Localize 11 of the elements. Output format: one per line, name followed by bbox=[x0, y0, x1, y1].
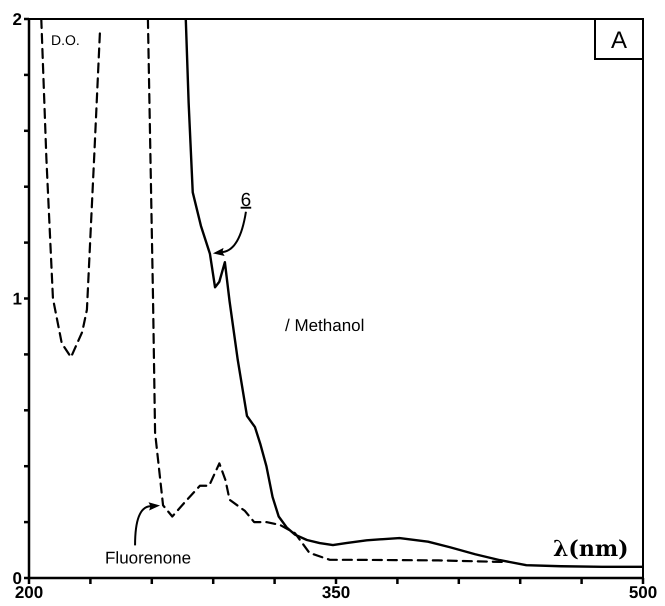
x-tick-label: 350 bbox=[322, 583, 350, 602]
x-tick-label: 500 bbox=[628, 583, 658, 602]
chart-title: A bbox=[610, 27, 628, 54]
x-axis-title: λ(nm) bbox=[553, 536, 629, 562]
y-axis-title: D.O. bbox=[51, 32, 80, 48]
text: 6 bbox=[240, 190, 252, 211]
annotation: / Methanol bbox=[285, 316, 364, 335]
text: Fluorenone bbox=[105, 548, 192, 568]
y-tick-label: 2 bbox=[12, 10, 22, 30]
x-tick-label: 200 bbox=[14, 583, 44, 602]
y-tick-label: 1 bbox=[12, 290, 22, 309]
